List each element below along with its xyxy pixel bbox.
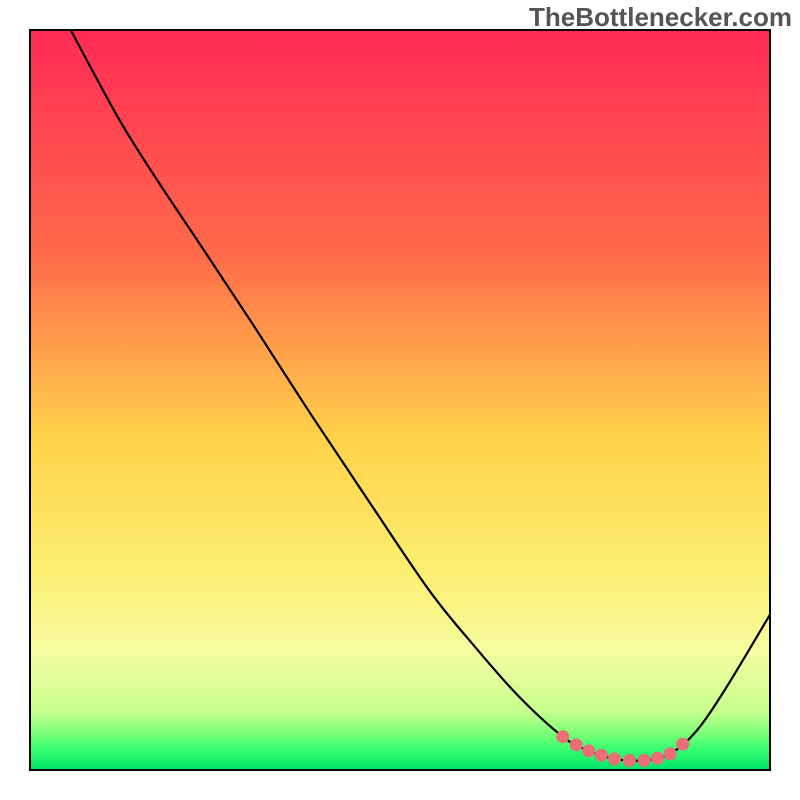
valley-marker bbox=[623, 754, 636, 767]
plot-background bbox=[30, 30, 770, 770]
watermark-text: TheBottlenecker.com bbox=[529, 2, 792, 33]
valley-marker bbox=[638, 754, 651, 767]
valley-marker bbox=[582, 744, 595, 757]
valley-marker bbox=[570, 738, 583, 751]
valley-marker bbox=[608, 752, 621, 765]
valley-marker bbox=[556, 730, 569, 743]
valley-marker bbox=[664, 747, 677, 760]
valley-marker bbox=[651, 752, 664, 765]
bottleneck-chart bbox=[0, 0, 800, 800]
valley-marker bbox=[595, 749, 608, 762]
valley-marker bbox=[676, 738, 689, 751]
